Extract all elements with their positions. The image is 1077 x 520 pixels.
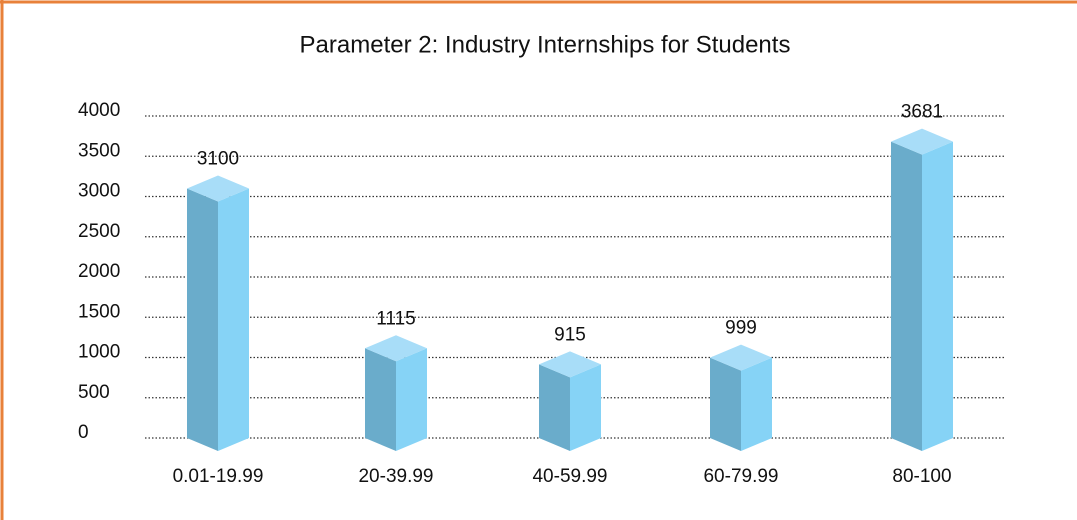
bar-right-face <box>218 188 249 451</box>
x-tick-label: 60-79.99 <box>703 466 778 487</box>
data-label: 1115 <box>376 308 415 329</box>
data-label: 915 <box>554 324 586 345</box>
x-tick-label: 40-59.99 <box>532 466 607 487</box>
data-label: 3681 <box>901 102 943 123</box>
x-tick-label: 0.01-19.99 <box>173 466 264 487</box>
bar <box>891 128 953 451</box>
bar-top-face <box>365 335 427 362</box>
y-tick-label: 2500 <box>78 221 120 242</box>
bar-top-face <box>891 128 953 155</box>
bar-left-face <box>710 357 741 451</box>
y-tick-label: 3500 <box>78 140 120 161</box>
y-tick-label: 1500 <box>78 301 120 322</box>
y-tick-label: 2000 <box>78 261 120 282</box>
bar-left-face <box>891 141 922 451</box>
bar <box>710 344 772 451</box>
y-tick-label: 4000 <box>78 100 120 121</box>
bar-top-face <box>187 175 249 202</box>
bar-left-face <box>187 188 218 451</box>
y-tick-label: 3000 <box>78 181 120 202</box>
chart-title: Parameter 2: Industry Internships for St… <box>300 31 791 58</box>
x-tick-label: 80-100 <box>892 466 951 487</box>
bar-top-face <box>539 351 601 378</box>
bar <box>187 175 249 451</box>
bar-top-face <box>710 344 772 371</box>
bar-right-face <box>741 357 772 451</box>
bar-right-face <box>922 141 953 451</box>
bar-right-face <box>396 348 427 451</box>
bar <box>539 351 601 451</box>
data-label: 3100 <box>197 148 239 169</box>
y-tick-label: 500 <box>78 382 110 403</box>
data-label: 999 <box>725 318 757 339</box>
bar <box>365 335 427 451</box>
y-tick-label: 1000 <box>78 342 120 363</box>
bar-left-face <box>539 364 570 451</box>
x-tick-label: 20-39.99 <box>358 466 433 487</box>
y-tick-label: 0 <box>78 422 89 443</box>
bar-left-face <box>365 348 396 451</box>
bar-right-face <box>570 364 601 451</box>
